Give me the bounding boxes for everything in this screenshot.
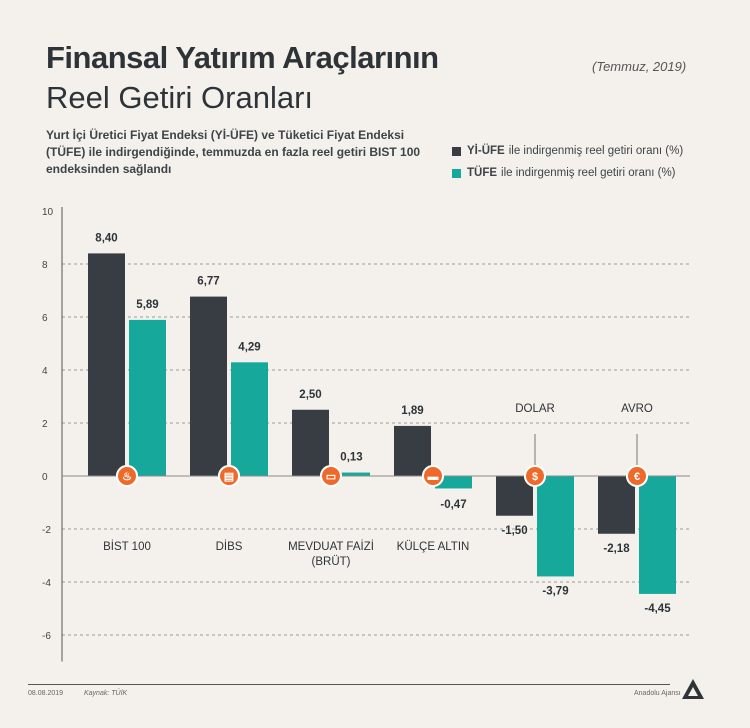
y-tick-label: -6 bbox=[42, 631, 51, 642]
bar-tufe bbox=[231, 362, 268, 476]
chart-subtitle: Yurt İçi Üretici Fiyat Endeksi (Yİ-ÜFE) … bbox=[46, 128, 421, 176]
footer-agency: Anadolu Ajansı bbox=[634, 690, 681, 697]
data-label: 2,50 bbox=[299, 389, 321, 401]
legend-name-yi-ufe: Yİ-ÜFE bbox=[467, 145, 505, 157]
data-label: -4,45 bbox=[644, 603, 671, 615]
footer-date: 08.08.2019 bbox=[28, 690, 64, 697]
y-tick-label: 4 bbox=[42, 366, 48, 377]
data-label: -0,47 bbox=[440, 499, 466, 511]
category-label: BİST 100 bbox=[103, 540, 151, 553]
fire-icon bbox=[116, 465, 138, 487]
agency-logo bbox=[682, 679, 704, 699]
legend-item-yi-ufe: Yİ-ÜFE ile indirgenmiş reel getiri oranı… bbox=[452, 140, 683, 162]
chart-title: Finansal Yatırım Araçlarının bbox=[46, 40, 439, 75]
legend-text-yi-ufe: ile indirgenmiş reel getiri oranı (%) bbox=[508, 145, 684, 157]
bar-yi-ufe bbox=[88, 253, 125, 476]
euro-icon bbox=[626, 465, 648, 487]
document-icon bbox=[218, 465, 240, 487]
legend-name-tufe: TÜFE bbox=[467, 167, 498, 179]
bar-tufe bbox=[333, 472, 370, 476]
category-label: MEVDUAT FAİZİ bbox=[288, 540, 374, 553]
banknote-icon-glyph: ▭ bbox=[326, 471, 336, 483]
y-tick-label: 0 bbox=[42, 472, 48, 483]
banknote-icon bbox=[320, 465, 342, 487]
legend-swatch-yi-ufe bbox=[452, 146, 461, 156]
category-label: DOLAR bbox=[515, 403, 555, 415]
dollar-icon bbox=[524, 465, 546, 487]
y-tick-label: 10 bbox=[42, 207, 54, 218]
data-label: 6,77 bbox=[197, 276, 219, 288]
fire-icon-glyph: ♨ bbox=[122, 471, 132, 483]
chart-title-second-line: Reel Getiri Oranları bbox=[46, 80, 314, 115]
bar-yi-ufe bbox=[292, 409, 329, 476]
category-label: AVRO bbox=[621, 403, 653, 415]
data-label: -1,50 bbox=[501, 525, 527, 537]
document-icon-glyph: ▤ bbox=[224, 471, 234, 483]
data-label: 1,89 bbox=[401, 405, 423, 417]
bar-tufe bbox=[639, 476, 676, 594]
euro-icon-glyph: € bbox=[634, 471, 640, 483]
y-tick-label: 2 bbox=[42, 419, 48, 430]
gold-bar-icon bbox=[422, 465, 444, 487]
footer-source: Kaynak: TÜİK bbox=[84, 690, 128, 697]
category-label: (BRÜT) bbox=[312, 556, 351, 568]
category-label: DİBS bbox=[216, 540, 243, 553]
legend-item-tufe: TÜFE ile indirgenmiş reel getiri oranı (… bbox=[452, 162, 683, 184]
bar-tufe bbox=[129, 319, 166, 476]
data-label: -3,79 bbox=[542, 585, 568, 597]
data-label: 8,40 bbox=[95, 232, 117, 244]
y-tick-label: -2 bbox=[42, 525, 51, 536]
footer-divider bbox=[28, 684, 670, 685]
dollar-icon-glyph: $ bbox=[532, 471, 538, 483]
bar-yi-ufe bbox=[598, 476, 635, 534]
data-label: 5,89 bbox=[136, 299, 158, 311]
y-tick-label: 6 bbox=[42, 313, 48, 324]
data-label: -2,18 bbox=[603, 543, 630, 555]
data-label: 0,13 bbox=[340, 452, 362, 464]
data-label: 4,29 bbox=[238, 341, 260, 353]
y-tick-label: 8 bbox=[42, 260, 48, 271]
bar-tufe bbox=[537, 476, 574, 577]
legend: Yİ-ÜFE ile indirgenmiş reel getiri oranı… bbox=[452, 140, 683, 184]
gold-bar-icon-glyph: ▬ bbox=[428, 471, 439, 483]
date-label: (Temmuz, 2019) bbox=[592, 59, 687, 74]
bar-yi-ufe bbox=[190, 296, 227, 476]
bar-tufe bbox=[435, 476, 472, 489]
legend-swatch-tufe bbox=[452, 168, 461, 178]
category-label: KÜLÇE ALTIN bbox=[397, 541, 470, 553]
legend-text-tufe: ile indirgenmiş reel getiri oranı (%) bbox=[501, 167, 676, 179]
bar-yi-ufe bbox=[394, 425, 431, 476]
y-tick-label: -4 bbox=[42, 578, 51, 589]
